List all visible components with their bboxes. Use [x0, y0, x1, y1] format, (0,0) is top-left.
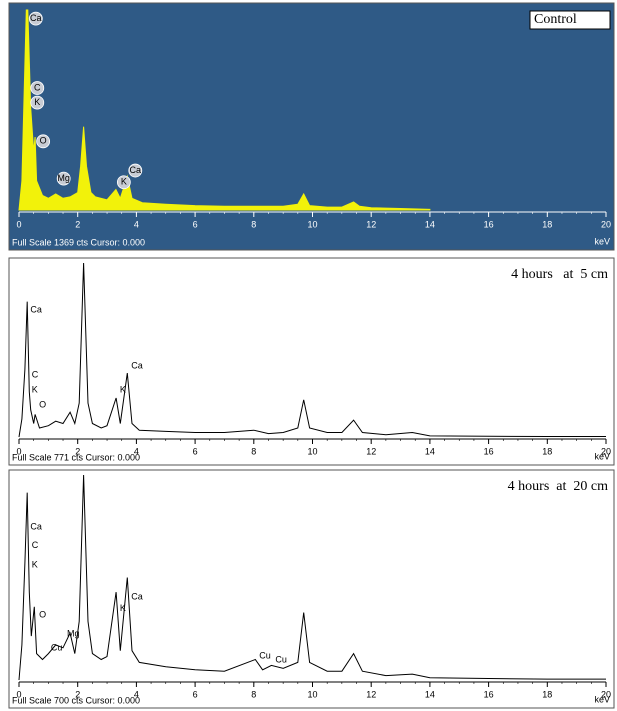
peak-label: C: [34, 82, 41, 92]
x-tick-label: 16: [484, 689, 494, 699]
peak-label: K: [120, 603, 126, 613]
x-tick-label: 16: [484, 219, 494, 229]
x-tick-label: 2: [75, 219, 80, 229]
peak-label: Cu: [259, 650, 271, 660]
peak-label: C: [32, 540, 39, 550]
peak-label: Ca: [130, 165, 142, 175]
peak-label: Ca: [30, 522, 42, 532]
x-tick-label: 10: [307, 446, 317, 456]
x-tick-label: 16: [484, 446, 494, 456]
footer: Full Scale 700 cts Cursor: 0.000: [12, 695, 140, 705]
x-tick-label: 0: [16, 219, 21, 229]
peak-label: Ca: [30, 13, 42, 23]
x-tick-label: 4: [134, 219, 139, 229]
x-tick-label: 8: [251, 219, 256, 229]
x-axis-label: keV: [594, 694, 610, 704]
x-tick-label: 12: [366, 689, 376, 699]
peak-label: K: [32, 384, 38, 394]
footer: Full Scale 1369 cts Cursor: 0.000: [12, 237, 145, 247]
panel: [9, 3, 614, 250]
peak-label: K: [120, 384, 126, 394]
panel-title: 4 hours at 5 cm: [511, 267, 608, 282]
x-tick-label: 12: [366, 446, 376, 456]
peak-label: K: [34, 97, 40, 107]
peak-label: Ca: [30, 304, 42, 314]
x-axis-label: keV: [594, 451, 610, 461]
panel: [9, 258, 614, 465]
x-tick-label: 18: [542, 219, 552, 229]
x-tick-label: 10: [307, 219, 317, 229]
x-tick-label: 14: [425, 219, 435, 229]
x-tick-label: 10: [307, 689, 317, 699]
peak-label: K: [121, 177, 127, 187]
panel: [9, 470, 614, 708]
peak-label: O: [40, 136, 47, 146]
x-tick-label: 8: [251, 446, 256, 456]
peak-label: Ca: [131, 591, 143, 601]
x-tick-label: 14: [425, 446, 435, 456]
peak-label: Mg: [67, 628, 80, 638]
figure: 0 2 4 6 8 10 12 14 16 18 20 keV Full Scale 1369 cts …: [0, 0, 617, 711]
peak-label: Mg: [57, 173, 70, 183]
peak-label: O: [39, 399, 46, 409]
x-tick-label: 18: [542, 689, 552, 699]
peak-label: Ca: [131, 360, 143, 370]
footer: Full Scale 771 cts Cursor: 0.000: [12, 452, 140, 462]
peak-label: Cu: [51, 642, 63, 652]
peak-label: O: [39, 609, 46, 619]
x-tick-label: 12: [366, 219, 376, 229]
peak-label: Cu: [275, 654, 287, 664]
panel-title: Control: [534, 12, 577, 27]
x-tick-label: 20: [601, 219, 611, 229]
x-tick-label: 6: [193, 689, 198, 699]
panel-title: 4 hours at 20 cm: [508, 479, 608, 494]
x-tick-label: 6: [193, 219, 198, 229]
x-tick-label: 8: [251, 689, 256, 699]
x-tick-label: 18: [542, 446, 552, 456]
peak-label: C: [32, 369, 39, 379]
x-tick-label: 14: [425, 689, 435, 699]
x-tick-label: 6: [193, 446, 198, 456]
x-axis-label: keV: [594, 236, 610, 246]
peak-label: K: [32, 560, 38, 570]
